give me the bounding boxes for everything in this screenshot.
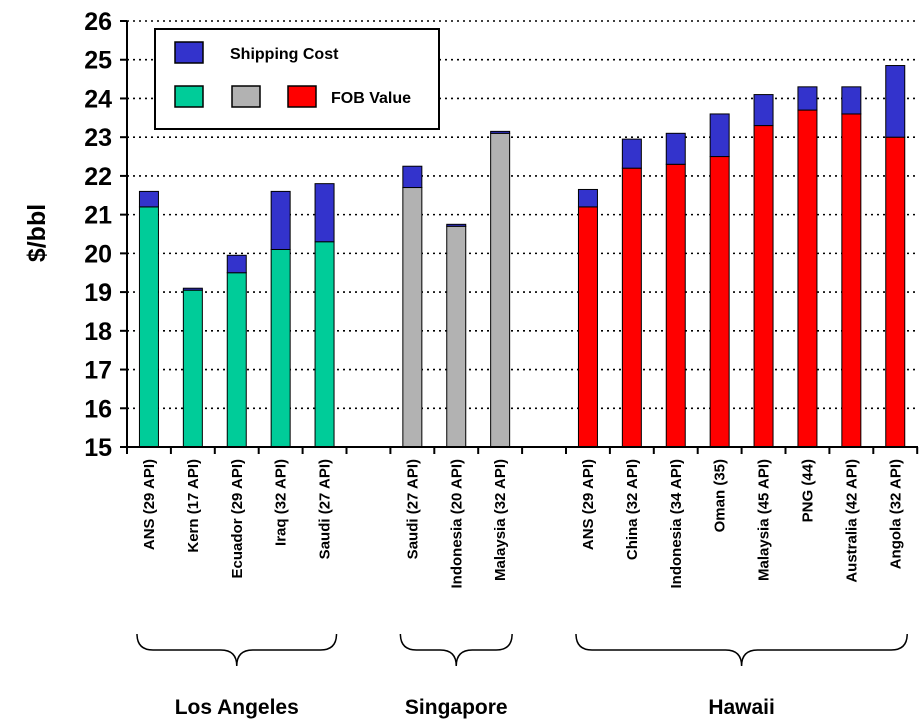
y-tick-label: 20 (84, 240, 112, 268)
y-tick-label: 16 (84, 395, 112, 423)
bar-fob-value (182, 289, 203, 448)
legend-label-shipping: Shipping Cost (230, 46, 339, 63)
x-tick-label: Saudi (27 API) (404, 459, 421, 559)
bar-fob-value (490, 132, 511, 448)
bar-fob-value (226, 272, 247, 448)
bar-fob-value (314, 241, 335, 448)
bar-fob-value (402, 187, 423, 448)
legend-swatch-fob-singapore (231, 85, 261, 108)
bar-shipping-cost (753, 94, 774, 127)
legend: Shipping Cost FOB Value (154, 28, 440, 130)
bar-fob-value (797, 109, 818, 448)
bar-fob-value (577, 206, 598, 448)
x-tick-label: Kern (17 API) (185, 459, 202, 553)
bar-shipping-cost (138, 190, 159, 208)
axes (120, 20, 919, 454)
x-tick-label: Ecuador (29 API) (229, 459, 246, 578)
legend-swatch-fob-los-angeles (174, 85, 204, 108)
group-brace (575, 633, 908, 667)
legend-swatch-shipping (174, 41, 204, 64)
bar-fob-value (621, 167, 642, 448)
bar-shipping-cost (885, 65, 906, 138)
x-tick-label: ANS (29 API) (141, 459, 158, 550)
y-tick-label: 25 (84, 47, 112, 75)
y-axis-label: $/bbl (23, 204, 51, 262)
bar-shipping-cost (490, 130, 511, 134)
bar-fob-value (138, 206, 159, 448)
x-tick-label: PNG (44) (799, 459, 816, 522)
legend-swatch-fob-hawaii (287, 85, 317, 108)
x-tick-labels: ANS (29 API) Kern (17 API) Ecuador (29 API… (141, 459, 904, 588)
bar-shipping-cost (270, 190, 291, 250)
bar-shipping-cost (314, 183, 335, 243)
bar-shipping-cost (665, 132, 686, 165)
x-tick-label: Australia (42 API) (843, 459, 860, 583)
bar-shipping-cost (182, 287, 203, 291)
y-tick-label: 18 (84, 318, 112, 346)
bar-fob-value (841, 113, 862, 448)
y-tick-label: 19 (84, 279, 112, 307)
x-tick-label: Malaysia (32 API) (492, 459, 509, 581)
x-tick-label: Indonesia (20 API) (448, 459, 465, 588)
bar-fob-value (270, 248, 291, 448)
group-label: Singapore (405, 696, 508, 719)
legend-label-fob: FOB Value (331, 90, 411, 107)
x-tick-label: Angola (32 API) (887, 459, 904, 569)
x-tick-label: Saudi (27 API) (317, 459, 334, 559)
bar-shipping-cost (402, 165, 423, 189)
bar-shipping-cost (446, 223, 467, 227)
bar-shipping-cost (226, 254, 247, 274)
group-brace (136, 633, 338, 667)
group-brace (399, 633, 513, 667)
y-tick-label: 15 (84, 434, 112, 462)
y-tick-labels: 15 16 17 18 19 20 21 22 23 24 25 26 (84, 8, 112, 462)
x-tick-label: Indonesia (34 API) (668, 459, 685, 588)
y-tick-label: 26 (84, 8, 112, 36)
group-label: Los Angeles (175, 696, 299, 719)
x-tick-label: China (32 API) (624, 459, 641, 560)
bar-shipping-cost (709, 113, 730, 158)
y-tick-label: 24 (84, 85, 112, 113)
bar-fob-value (665, 163, 686, 448)
y-tick-label: 22 (84, 163, 112, 191)
bar-fob-value (446, 225, 467, 448)
bar-fob-value (885, 136, 906, 448)
x-tick-label: Malaysia (45 API) (756, 459, 773, 581)
bar-shipping-cost (577, 188, 598, 208)
group-label: Hawaii (708, 696, 775, 719)
bar-shipping-cost (621, 138, 642, 169)
group-labels: Los Angeles Singapore Hawaii (136, 633, 908, 719)
bar-fob-value (753, 125, 774, 448)
x-tick-label: Iraq (32 API) (273, 459, 290, 546)
bar-shipping-cost (797, 86, 818, 111)
y-tick-label: 17 (84, 357, 112, 385)
x-tick-label: Oman (35) (712, 459, 729, 532)
bars (138, 65, 906, 448)
bar-fob-value (709, 156, 730, 448)
bar-shipping-cost (841, 86, 862, 115)
y-tick-label: 21 (84, 202, 112, 230)
y-tick-label: 23 (84, 124, 112, 152)
x-tick-label: ANS (29 API) (580, 459, 597, 550)
